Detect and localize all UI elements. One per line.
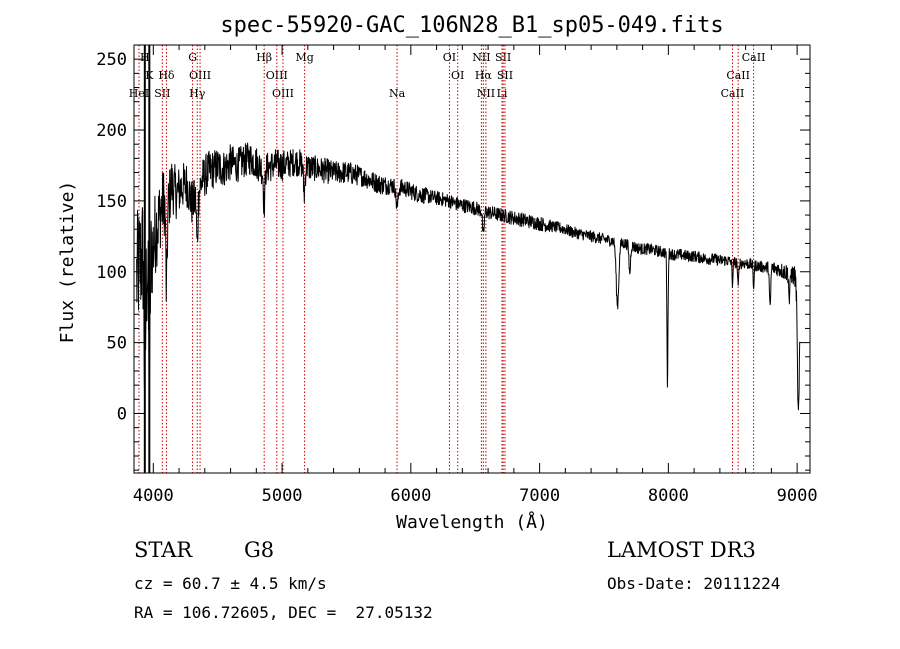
line-marker-label: CaII (726, 69, 750, 82)
series-layer (136, 45, 801, 473)
line-marker-label: OIII (272, 87, 294, 100)
redshift-cz: cz = 60.7 ± 4.5 km/s (134, 574, 327, 593)
line-marker-label: Hβ (256, 51, 272, 64)
ra-dec-coordinates: RA = 106.72605, DEC = 27.05132 (134, 603, 433, 622)
axes-layer: 4000 5000 6000 7000 8000 9000 0 50 100 150 200 250 (96, 44, 818, 506)
line-marker-label: Hδ (158, 69, 175, 82)
line-marker-label: OI (443, 51, 456, 64)
line-marker-label: HeI (129, 87, 149, 100)
survey-name: LAMOST DR3 (607, 538, 756, 562)
x-tick-label: 6000 (390, 486, 431, 506)
line-marker-label: SII (154, 87, 170, 100)
x-tick-label: 9000 (777, 486, 818, 506)
y-tick-label: 250 (96, 50, 127, 70)
y-tick-label: 100 (96, 263, 127, 283)
line-marker-label: G (188, 51, 197, 64)
y-tick-label: 150 (96, 192, 127, 212)
x-tick-label: 8000 (648, 486, 689, 506)
x-tick-label: 7000 (519, 486, 560, 506)
x-tick-label: 4000 (133, 486, 174, 506)
line-marker-layer: HKHeISIIHδGOIIIHγHβOIIIOIIIMgNaOIOINIINI… (129, 45, 766, 473)
line-marker-label: Mg (295, 51, 313, 64)
line-marker-label: SII (497, 69, 513, 82)
line-marker-label: OIII (189, 69, 211, 82)
y-axis-label: Flux (relative) (57, 181, 78, 344)
line-marker-label: CaII (721, 87, 745, 100)
chart-title: spec-55920-GAC_106N28_B1_sp05-049.fits (220, 13, 723, 38)
x-tick-label: 5000 (262, 486, 303, 506)
x-axis-label: Wavelength (Å) (396, 511, 548, 533)
y-tick-label: 50 (107, 334, 127, 354)
line-marker-label: Hγ (189, 87, 206, 100)
spectral-subclass: G8 (244, 538, 275, 562)
spectrum-line (136, 142, 801, 411)
line-marker-label: NII (477, 87, 495, 100)
plot-frame (133, 44, 811, 474)
line-marker-label: SII (495, 51, 511, 64)
line-marker-label: OI (451, 69, 464, 82)
line-marker-label: Hα (475, 69, 493, 82)
line-marker-label: Na (389, 87, 406, 100)
observation-date: Obs-Date: 20111224 (607, 574, 781, 593)
y-tick-label: 200 (96, 121, 127, 141)
y-tick-label: 0 (117, 404, 127, 424)
object-class: STAR (134, 538, 193, 562)
line-marker-label: Li (497, 87, 508, 100)
line-marker-label: CaII (742, 51, 766, 64)
line-marker-label: OIII (266, 69, 288, 82)
line-marker-label: NII (472, 51, 490, 64)
